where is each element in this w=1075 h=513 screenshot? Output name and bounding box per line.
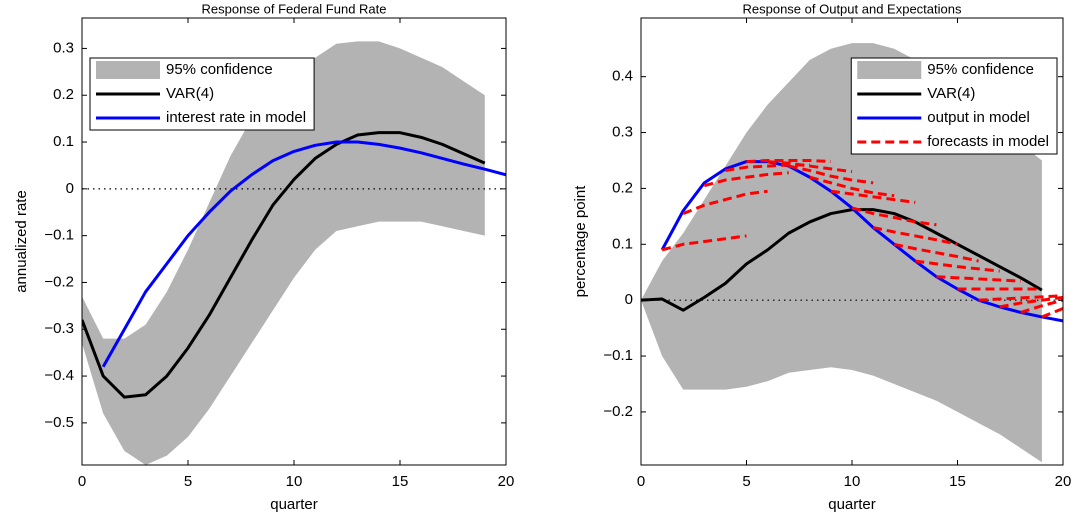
x-tick-label: 5 [742,473,750,490]
forecast-line [999,295,1063,309]
legend-label: output in model [927,109,1030,126]
forecast-line [809,175,895,198]
forecast-line [1020,298,1063,314]
y-axis-label: percentage point [572,185,589,298]
y-tick-label: 0.3 [612,124,633,141]
x-axis-label: quarter [828,496,876,513]
forecast-line [682,189,768,215]
legend-label: VAR(4) [927,85,975,102]
legend-label: forecasts in model [927,133,1049,150]
legend-swatch [857,61,922,79]
forecast-line [978,294,1063,302]
forecast-line [851,206,937,227]
y-tick-label: 0.2 [612,179,633,196]
legend-label: VAR(4) [166,85,214,102]
forecast-line [767,160,853,174]
y-tick-label: −0.3 [44,320,74,337]
legend: 95% confidence VAR(4) interest rate in mod… [89,57,315,131]
forecast-line [661,234,747,252]
x-tick-label: 0 [637,473,645,490]
forecast-line [1041,307,1063,319]
y-tick-label: −0.5 [44,414,74,431]
y-tick-label: 0 [66,180,74,197]
x-tick-label: 10 [286,473,303,490]
series-line [101,140,506,368]
forecast-line [872,226,958,246]
y-tick-label: 0.1 [53,133,74,150]
legend-swatch [96,61,160,79]
x-tick-label: 15 [949,473,966,490]
forecast-line [703,171,789,188]
series-line [641,208,1043,312]
x-tick-label: 20 [1055,473,1072,490]
forecast-line [830,189,916,204]
y-tick-label: −0.1 [603,347,633,364]
y-tick-label: 0.1 [612,235,633,252]
x-tick-label: 5 [184,473,192,490]
plot-area [82,41,506,465]
x-tick-label: 0 [78,473,86,490]
y-tick-label: −0.4 [44,367,74,384]
y-tick-label: 0.3 [53,39,74,56]
forecast-line [936,275,1021,283]
series-line [82,131,486,399]
x-tick-label: 15 [392,473,409,490]
legend-label: 95% confidence [166,61,273,78]
series-line [660,160,1063,323]
forecast-line [788,164,874,185]
x-tick-label: 20 [498,473,515,490]
legend: 95% confidence VAR(4) output in model forec… [850,57,1058,155]
x-axis-label: quarter [270,496,318,513]
confidence-band [82,41,485,465]
y-tick-label: −0.1 [44,227,74,244]
forecast-line [893,242,979,263]
y-tick-label: 0.4 [612,68,633,85]
chart-title: Response of Federal Fund Rate [202,1,387,16]
y-axis-label: annualized rate [13,190,30,293]
chart-title: Response of Output and Expectations [743,1,962,16]
y-tick-label: −0.2 [44,273,74,290]
x-tick-label: 10 [844,473,861,490]
legend-label: 95% confidence [927,61,1034,78]
legend-label: interest rate in model [166,109,306,126]
y-tick-label: 0 [625,291,633,308]
forecast-line [746,158,831,164]
y-tick-label: 0.2 [53,86,74,103]
forecast-line [915,259,1000,273]
y-tick-label: −0.2 [603,403,633,420]
